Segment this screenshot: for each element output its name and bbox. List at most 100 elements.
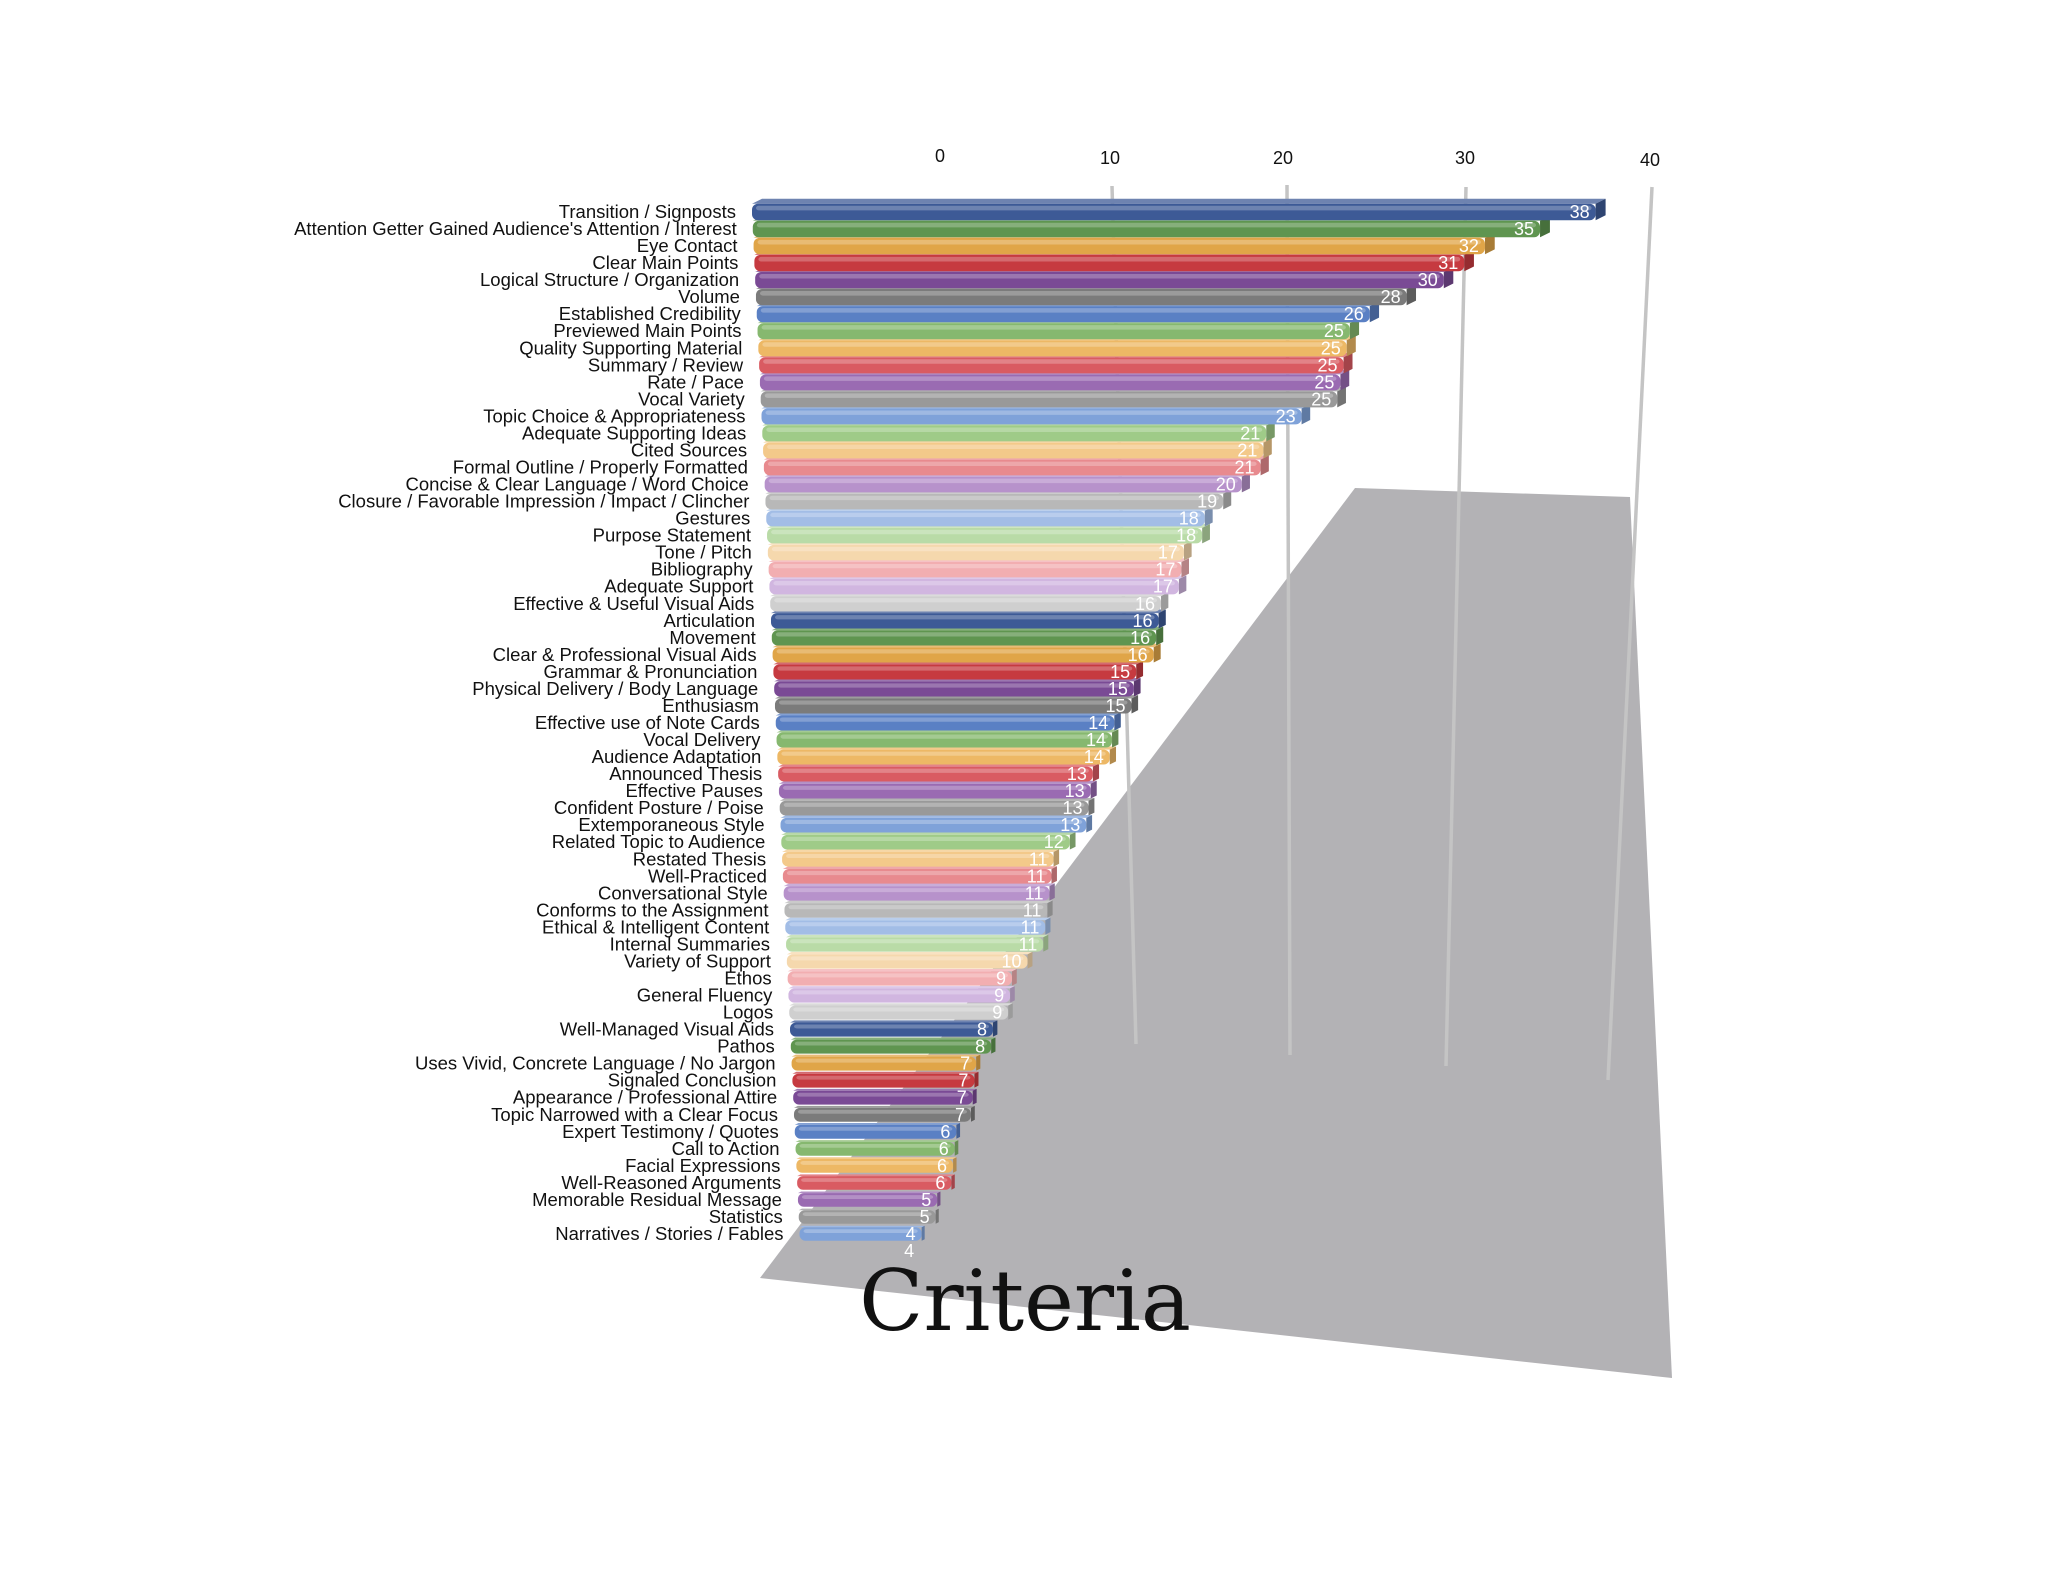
category-label: Enthusiasm: [662, 695, 759, 716]
x-tick-label: 10: [1100, 148, 1120, 168]
value-label: 10: [1002, 951, 1022, 971]
value-label: 8: [975, 1037, 985, 1057]
bar: [797, 1191, 941, 1207]
category-label: Internal Summaries: [610, 933, 770, 954]
bar: [797, 1174, 955, 1190]
category-label: Clear & Professional Visual Aids: [493, 644, 757, 665]
category-label: Transition / Signposts: [559, 201, 736, 222]
bar: [774, 678, 1141, 697]
bar: [783, 883, 1055, 901]
bar: [786, 951, 1033, 969]
category-label: Logical Structure / Organization: [480, 269, 739, 290]
category-label: Expert Testimony / Quotes: [562, 1121, 779, 1142]
category-label: Grammar & Pronunciation: [544, 661, 758, 682]
bar: [779, 797, 1095, 816]
value-label: 17: [1153, 577, 1173, 597]
category-label: Narratives / Stories / Fables: [555, 1223, 783, 1244]
bar: [790, 1037, 996, 1054]
bar: [789, 1003, 1013, 1020]
bar: [795, 1140, 959, 1156]
value-label: 16: [1128, 645, 1148, 665]
value-label: 25: [1318, 355, 1338, 375]
category-label: Conversational Style: [598, 882, 768, 903]
value-label: 38: [1570, 202, 1590, 222]
value-label: 14: [1084, 747, 1104, 767]
category-label: Rate / Pace: [647, 371, 744, 392]
value-label: 9: [992, 1003, 1002, 1023]
bar: [771, 609, 1166, 629]
bar: [788, 986, 1015, 1003]
value-label: 7: [955, 1105, 965, 1125]
value-label: 6: [940, 1122, 950, 1142]
category-label: Effective & Useful Visual Aids: [513, 593, 754, 614]
bar: [784, 900, 1053, 918]
category-label: Ethos: [724, 968, 771, 989]
category-label: Formal Outline / Properly Formatted: [453, 457, 748, 478]
category-label: Topic Choice & Appropriateness: [483, 405, 745, 426]
value-label: 31: [1438, 253, 1458, 273]
category-label: Vocal Variety: [638, 388, 745, 409]
value-label: 19: [1197, 492, 1217, 512]
value-label: 21: [1237, 440, 1257, 460]
x-tick-label: 0: [935, 146, 945, 166]
bar: [773, 660, 1144, 680]
bar: [787, 969, 1017, 986]
bar: [793, 1088, 977, 1105]
category-label: Logos: [723, 1002, 773, 1023]
bar: [782, 849, 1060, 867]
value-label: 6: [935, 1173, 945, 1193]
value-label: 17: [1155, 560, 1175, 580]
category-label: Well-Reasoned Arguments: [561, 1172, 781, 1193]
category-label: Well-Managed Visual Aids: [560, 1019, 774, 1040]
value-label: 16: [1135, 594, 1155, 614]
value-label: 8: [977, 1020, 987, 1040]
value-label: 25: [1311, 389, 1331, 409]
bar: [786, 934, 1049, 952]
bar: [764, 472, 1250, 493]
value-label: 11: [1023, 900, 1042, 920]
bar: [796, 1157, 957, 1173]
category-label: Adequate Support: [604, 576, 753, 597]
value-label: 13: [1062, 798, 1082, 818]
category-label: Extemporaneous Style: [578, 814, 764, 835]
value-label: 7: [957, 1088, 967, 1108]
value-label: 14: [1086, 730, 1106, 750]
gridline: [1444, 186, 1468, 1067]
category-label: Facial Expressions: [625, 1155, 780, 1176]
value-label: 7: [958, 1071, 968, 1091]
floor-plane: [760, 488, 1672, 1378]
category-label: Articulation: [663, 610, 755, 631]
category-label: Conforms to the Assignment: [536, 899, 768, 920]
bar: [763, 438, 1272, 459]
category-label: Previewed Main Points: [553, 320, 741, 341]
value-label: 28: [1381, 287, 1401, 307]
bar: [772, 643, 1161, 663]
value-label: 13: [1067, 764, 1087, 784]
chart-title: Criteria: [859, 1252, 1191, 1350]
category-label: Announced Thesis: [609, 763, 762, 784]
category-label: Call to Action: [672, 1138, 780, 1159]
category-label: Confident Posture / Poise: [554, 797, 764, 818]
category-label: Bibliography: [651, 559, 754, 580]
bar: [777, 746, 1117, 765]
bar: [756, 301, 1380, 323]
category-label: Summary / Review: [588, 354, 744, 375]
value-label: 25: [1314, 372, 1334, 392]
bar: [768, 558, 1189, 578]
category-label: Statistics: [709, 1206, 783, 1227]
value-label: 32: [1459, 236, 1479, 256]
value-label: 35: [1514, 219, 1534, 239]
category-label: Cited Sources: [631, 439, 747, 460]
value-label: 6: [939, 1139, 949, 1159]
value-label: 21: [1240, 423, 1260, 443]
bar: [774, 695, 1139, 714]
bar: [799, 1225, 925, 1241]
category-label: Pathos: [717, 1036, 775, 1057]
value-label: 17: [1158, 543, 1178, 563]
bar: [790, 1020, 998, 1037]
bar: [771, 626, 1164, 646]
value-label: 30: [1418, 270, 1438, 290]
category-label: Movement: [669, 627, 755, 648]
category-label: Tone / Pitch: [655, 542, 752, 563]
